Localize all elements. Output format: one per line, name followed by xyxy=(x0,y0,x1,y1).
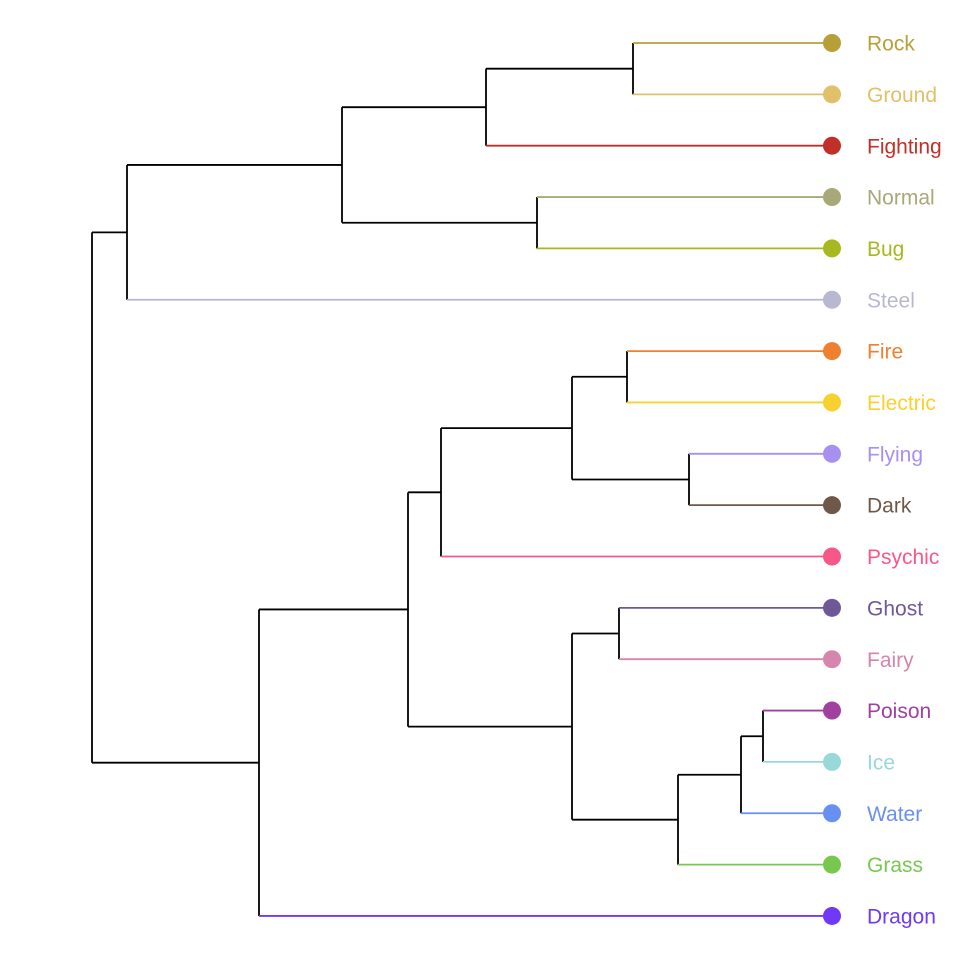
label-normal: Normal xyxy=(867,187,935,210)
tip-fire xyxy=(823,342,841,361)
tip-flying xyxy=(823,444,841,463)
tip-electric xyxy=(823,393,841,412)
label-steel: Steel xyxy=(867,289,915,312)
branches xyxy=(91,42,832,917)
label-ghost: Ghost xyxy=(867,597,923,620)
tip-ground xyxy=(823,85,841,104)
tip-rock xyxy=(823,34,841,52)
label-poison: Poison xyxy=(867,700,931,723)
tip-dark xyxy=(823,496,841,515)
tip-steel xyxy=(823,290,841,309)
label-ground: Ground xyxy=(867,84,937,107)
tip-fighting xyxy=(823,136,841,155)
label-dark: Dark xyxy=(867,495,912,518)
tip-ghost xyxy=(823,598,841,617)
label-flying: Flying xyxy=(867,443,923,466)
tip-fairy xyxy=(823,650,841,669)
label-grass: Grass xyxy=(867,854,923,877)
label-water: Water xyxy=(867,803,922,826)
tip-psychic xyxy=(823,547,841,566)
tip-poison xyxy=(823,701,841,720)
tip-labels: Rock Ground Fighting Normal Bug Steel Fire Elec… xyxy=(867,33,942,929)
tip-normal xyxy=(823,188,841,207)
label-fairy: Fairy xyxy=(867,649,914,672)
tip-markers xyxy=(823,34,841,925)
tip-dragon xyxy=(823,906,841,925)
label-fighting: Fighting xyxy=(867,135,942,158)
tip-bug xyxy=(823,239,841,258)
tip-water xyxy=(823,804,841,823)
label-rock: Rock xyxy=(867,33,915,56)
tip-grass xyxy=(823,855,841,874)
label-electric: Electric xyxy=(867,392,936,415)
label-ice: Ice xyxy=(867,751,895,774)
tip-ice xyxy=(823,752,841,771)
label-dragon: Dragon xyxy=(867,906,936,929)
label-fire: Fire xyxy=(867,341,903,364)
label-psychic: Psychic xyxy=(867,546,939,569)
label-bug: Bug xyxy=(867,238,904,261)
